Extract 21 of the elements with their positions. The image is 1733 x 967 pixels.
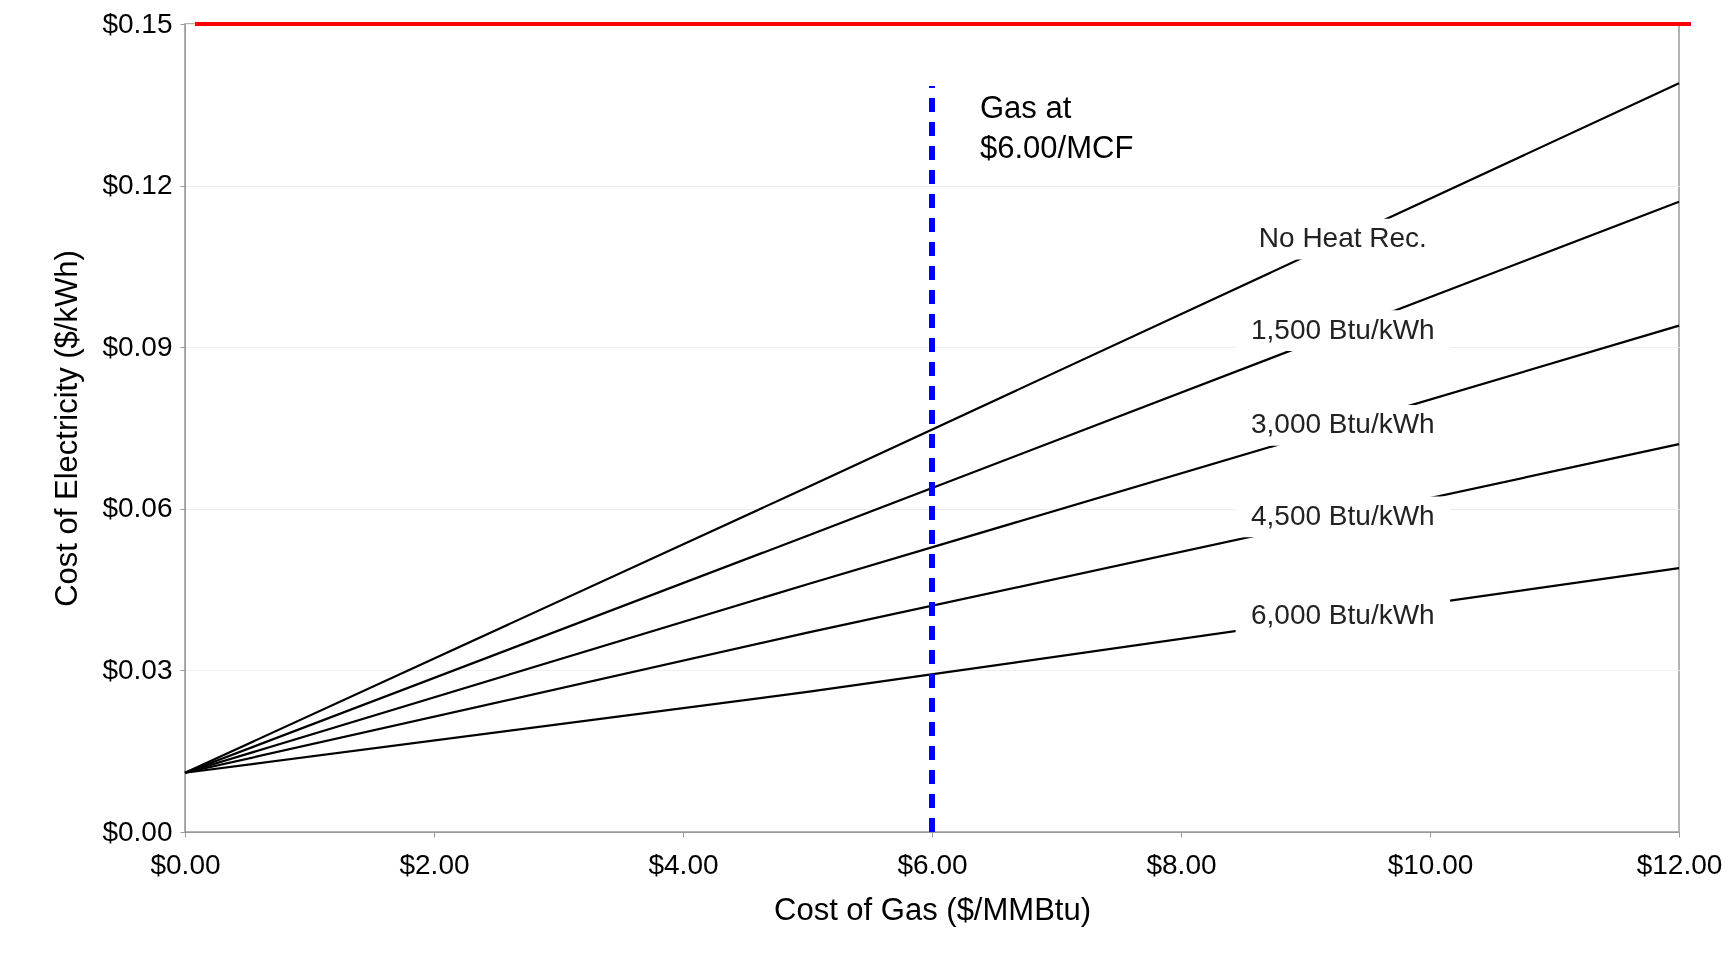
series-label: 1,500 Btu/kWh <box>1251 313 1435 345</box>
y-tick-label: $0.12 <box>102 169 173 201</box>
series-label: No Heat Rec. <box>1258 222 1427 254</box>
x-tick-label: $2.00 <box>399 848 470 880</box>
x-tick-label: $8.00 <box>1146 848 1217 880</box>
x-tick-label: $12.00 <box>1636 848 1723 880</box>
y-axis-title: Cost of Electricity ($/kWh) <box>49 250 85 607</box>
y-tick-label: $0.15 <box>102 7 173 39</box>
x-tick-label: $6.00 <box>897 848 968 880</box>
x-tick-label: $0.00 <box>150 848 221 880</box>
x-axis-title: Cost of Gas ($/MMBtu) <box>774 891 1091 927</box>
ref-line-label: Gas at $6.00/MCF <box>980 90 1134 165</box>
y-tick-label: $0.06 <box>102 492 173 524</box>
series-label: 4,500 Btu/kWh <box>1251 499 1435 531</box>
x-tick-label: $4.00 <box>648 848 719 880</box>
x-tick-label: $10.00 <box>1387 848 1474 880</box>
y-tick-label: $0.00 <box>102 815 173 847</box>
y-tick-label: $0.09 <box>102 330 173 362</box>
y-tick-label: $0.03 <box>102 653 173 685</box>
series-label: 3,000 Btu/kWh <box>1251 408 1435 440</box>
series-label: 6,000 Btu/kWh <box>1251 598 1435 630</box>
